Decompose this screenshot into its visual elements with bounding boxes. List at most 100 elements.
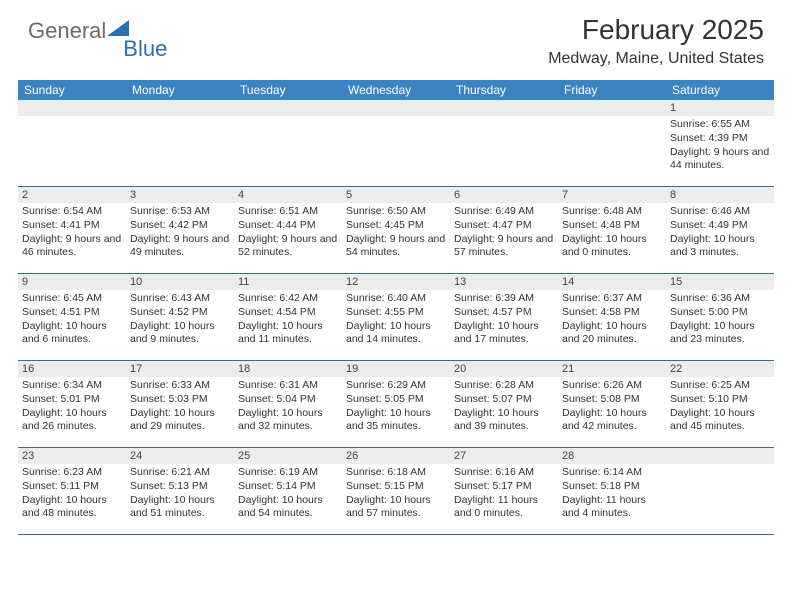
sunset-text: Sunset: 4:58 PM xyxy=(562,306,662,320)
day-cell: 2Sunrise: 6:54 AMSunset: 4:41 PMDaylight… xyxy=(18,187,126,273)
day-cell: 12Sunrise: 6:40 AMSunset: 4:55 PMDayligh… xyxy=(342,274,450,360)
sunset-text: Sunset: 5:13 PM xyxy=(130,480,230,494)
day-number: 7 xyxy=(558,187,666,203)
day-cell xyxy=(450,100,558,186)
day-cell: 23Sunrise: 6:23 AMSunset: 5:11 PMDayligh… xyxy=(18,448,126,534)
day-number xyxy=(342,100,450,116)
day-body: Sunrise: 6:16 AMSunset: 5:17 PMDaylight:… xyxy=(450,464,558,523)
sunrise-text: Sunrise: 6:49 AM xyxy=(454,205,554,219)
day-number: 14 xyxy=(558,274,666,290)
sunset-text: Sunset: 5:00 PM xyxy=(670,306,770,320)
day-cell xyxy=(126,100,234,186)
daylight-text: Daylight: 10 hours and 57 minutes. xyxy=(346,494,446,521)
daylight-text: Daylight: 9 hours and 49 minutes. xyxy=(130,233,230,260)
day-number: 5 xyxy=(342,187,450,203)
daylight-text: Daylight: 10 hours and 39 minutes. xyxy=(454,407,554,434)
header: February 2025 Medway, Maine, United Stat… xyxy=(548,14,764,68)
sunset-text: Sunset: 4:51 PM xyxy=(22,306,122,320)
day-cell xyxy=(234,100,342,186)
daylight-text: Daylight: 10 hours and 48 minutes. xyxy=(22,494,122,521)
weekday-header: Friday xyxy=(558,80,666,100)
sunset-text: Sunset: 4:52 PM xyxy=(130,306,230,320)
day-cell: 15Sunrise: 6:36 AMSunset: 5:00 PMDayligh… xyxy=(666,274,774,360)
day-cell: 10Sunrise: 6:43 AMSunset: 4:52 PMDayligh… xyxy=(126,274,234,360)
day-cell: 3Sunrise: 6:53 AMSunset: 4:42 PMDaylight… xyxy=(126,187,234,273)
day-number: 11 xyxy=(234,274,342,290)
day-cell: 7Sunrise: 6:48 AMSunset: 4:48 PMDaylight… xyxy=(558,187,666,273)
day-body: Sunrise: 6:55 AMSunset: 4:39 PMDaylight:… xyxy=(666,116,774,175)
week-row: 16Sunrise: 6:34 AMSunset: 5:01 PMDayligh… xyxy=(18,361,774,448)
sunrise-text: Sunrise: 6:43 AM xyxy=(130,292,230,306)
day-body: Sunrise: 6:43 AMSunset: 4:52 PMDaylight:… xyxy=(126,290,234,349)
week-row: 2Sunrise: 6:54 AMSunset: 4:41 PMDaylight… xyxy=(18,187,774,274)
day-body: Sunrise: 6:34 AMSunset: 5:01 PMDaylight:… xyxy=(18,377,126,436)
sunrise-text: Sunrise: 6:26 AM xyxy=(562,379,662,393)
sunrise-text: Sunrise: 6:25 AM xyxy=(670,379,770,393)
day-cell xyxy=(558,100,666,186)
daylight-text: Daylight: 10 hours and 6 minutes. xyxy=(22,320,122,347)
calendar: Sunday Monday Tuesday Wednesday Thursday… xyxy=(18,80,774,535)
day-number: 6 xyxy=(450,187,558,203)
day-cell: 9 Sunrise: 6:45 AMSunset: 4:51 PMDaylight… xyxy=(18,274,126,360)
sunrise-text: Sunrise: 6:23 AM xyxy=(22,466,122,480)
day-cell: 27Sunrise: 6:16 AMSunset: 5:17 PMDayligh… xyxy=(450,448,558,534)
sunset-text: Sunset: 5:11 PM xyxy=(22,480,122,494)
day-cell: 4Sunrise: 6:51 AMSunset: 4:44 PMDaylight… xyxy=(234,187,342,273)
sunset-text: Sunset: 4:45 PM xyxy=(346,219,446,233)
day-number: 8 xyxy=(666,187,774,203)
sunrise-text: Sunrise: 6:33 AM xyxy=(130,379,230,393)
day-cell xyxy=(666,448,774,534)
day-body: Sunrise: 6:39 AMSunset: 4:57 PMDaylight:… xyxy=(450,290,558,349)
day-number xyxy=(126,100,234,116)
week-row: 9Sunrise: 6:45 AMSunset: 4:51 PMDaylight… xyxy=(18,274,774,361)
day-body: Sunrise: 6:28 AMSunset: 5:07 PMDaylight:… xyxy=(450,377,558,436)
day-body: Sunrise: 6:23 AMSunset: 5:11 PMDaylight:… xyxy=(18,464,126,523)
sunrise-text: Sunrise: 6:45 AM xyxy=(22,292,122,306)
daylight-text: Daylight: 10 hours and 42 minutes. xyxy=(562,407,662,434)
sunrise-text: Sunrise: 6:37 AM xyxy=(562,292,662,306)
sunrise-text: Sunrise: 6:40 AM xyxy=(346,292,446,306)
daylight-text: Daylight: 10 hours and 51 minutes. xyxy=(130,494,230,521)
sunrise-text: Sunrise: 6:50 AM xyxy=(346,205,446,219)
logo: General Blue xyxy=(28,18,173,44)
logo-text-blue: Blue xyxy=(123,36,167,62)
sunrise-text: Sunrise: 6:46 AM xyxy=(670,205,770,219)
sunset-text: Sunset: 5:17 PM xyxy=(454,480,554,494)
daylight-text: Daylight: 10 hours and 20 minutes. xyxy=(562,320,662,347)
sunrise-text: Sunrise: 6:36 AM xyxy=(670,292,770,306)
day-number: 16 xyxy=(18,361,126,377)
day-body: Sunrise: 6:40 AMSunset: 4:55 PMDaylight:… xyxy=(342,290,450,349)
week-row: 23Sunrise: 6:23 AMSunset: 5:11 PMDayligh… xyxy=(18,448,774,535)
day-cell: 19Sunrise: 6:29 AMSunset: 5:05 PMDayligh… xyxy=(342,361,450,447)
sunrise-text: Sunrise: 6:48 AM xyxy=(562,205,662,219)
day-cell: 13Sunrise: 6:39 AMSunset: 4:57 PMDayligh… xyxy=(450,274,558,360)
day-body: Sunrise: 6:36 AMSunset: 5:00 PMDaylight:… xyxy=(666,290,774,349)
daylight-text: Daylight: 10 hours and 35 minutes. xyxy=(346,407,446,434)
day-number: 21 xyxy=(558,361,666,377)
day-number: 9 xyxy=(18,274,126,290)
sunset-text: Sunset: 5:08 PM xyxy=(562,393,662,407)
day-cell: 25Sunrise: 6:19 AMSunset: 5:14 PMDayligh… xyxy=(234,448,342,534)
day-number: 15 xyxy=(666,274,774,290)
day-number: 23 xyxy=(18,448,126,464)
day-body: Sunrise: 6:42 AMSunset: 4:54 PMDaylight:… xyxy=(234,290,342,349)
page-title: February 2025 xyxy=(548,14,764,46)
sunset-text: Sunset: 4:49 PM xyxy=(670,219,770,233)
day-number: 26 xyxy=(342,448,450,464)
location-label: Medway, Maine, United States xyxy=(548,50,764,68)
daylight-text: Daylight: 11 hours and 0 minutes. xyxy=(454,494,554,521)
sunrise-text: Sunrise: 6:42 AM xyxy=(238,292,338,306)
daylight-text: Daylight: 10 hours and 11 minutes. xyxy=(238,320,338,347)
sunset-text: Sunset: 4:39 PM xyxy=(670,132,770,146)
day-body: Sunrise: 6:53 AMSunset: 4:42 PMDaylight:… xyxy=(126,203,234,262)
daylight-text: Daylight: 9 hours and 44 minutes. xyxy=(670,146,770,173)
day-number: 13 xyxy=(450,274,558,290)
day-number xyxy=(234,100,342,116)
sunrise-text: Sunrise: 6:19 AM xyxy=(238,466,338,480)
day-number: 3 xyxy=(126,187,234,203)
day-number: 4 xyxy=(234,187,342,203)
weeks-container: 1Sunrise: 6:55 AMSunset: 4:39 PMDaylight… xyxy=(18,100,774,535)
daylight-text: Daylight: 10 hours and 0 minutes. xyxy=(562,233,662,260)
daylight-text: Daylight: 11 hours and 4 minutes. xyxy=(562,494,662,521)
day-body: Sunrise: 6:25 AMSunset: 5:10 PMDaylight:… xyxy=(666,377,774,436)
